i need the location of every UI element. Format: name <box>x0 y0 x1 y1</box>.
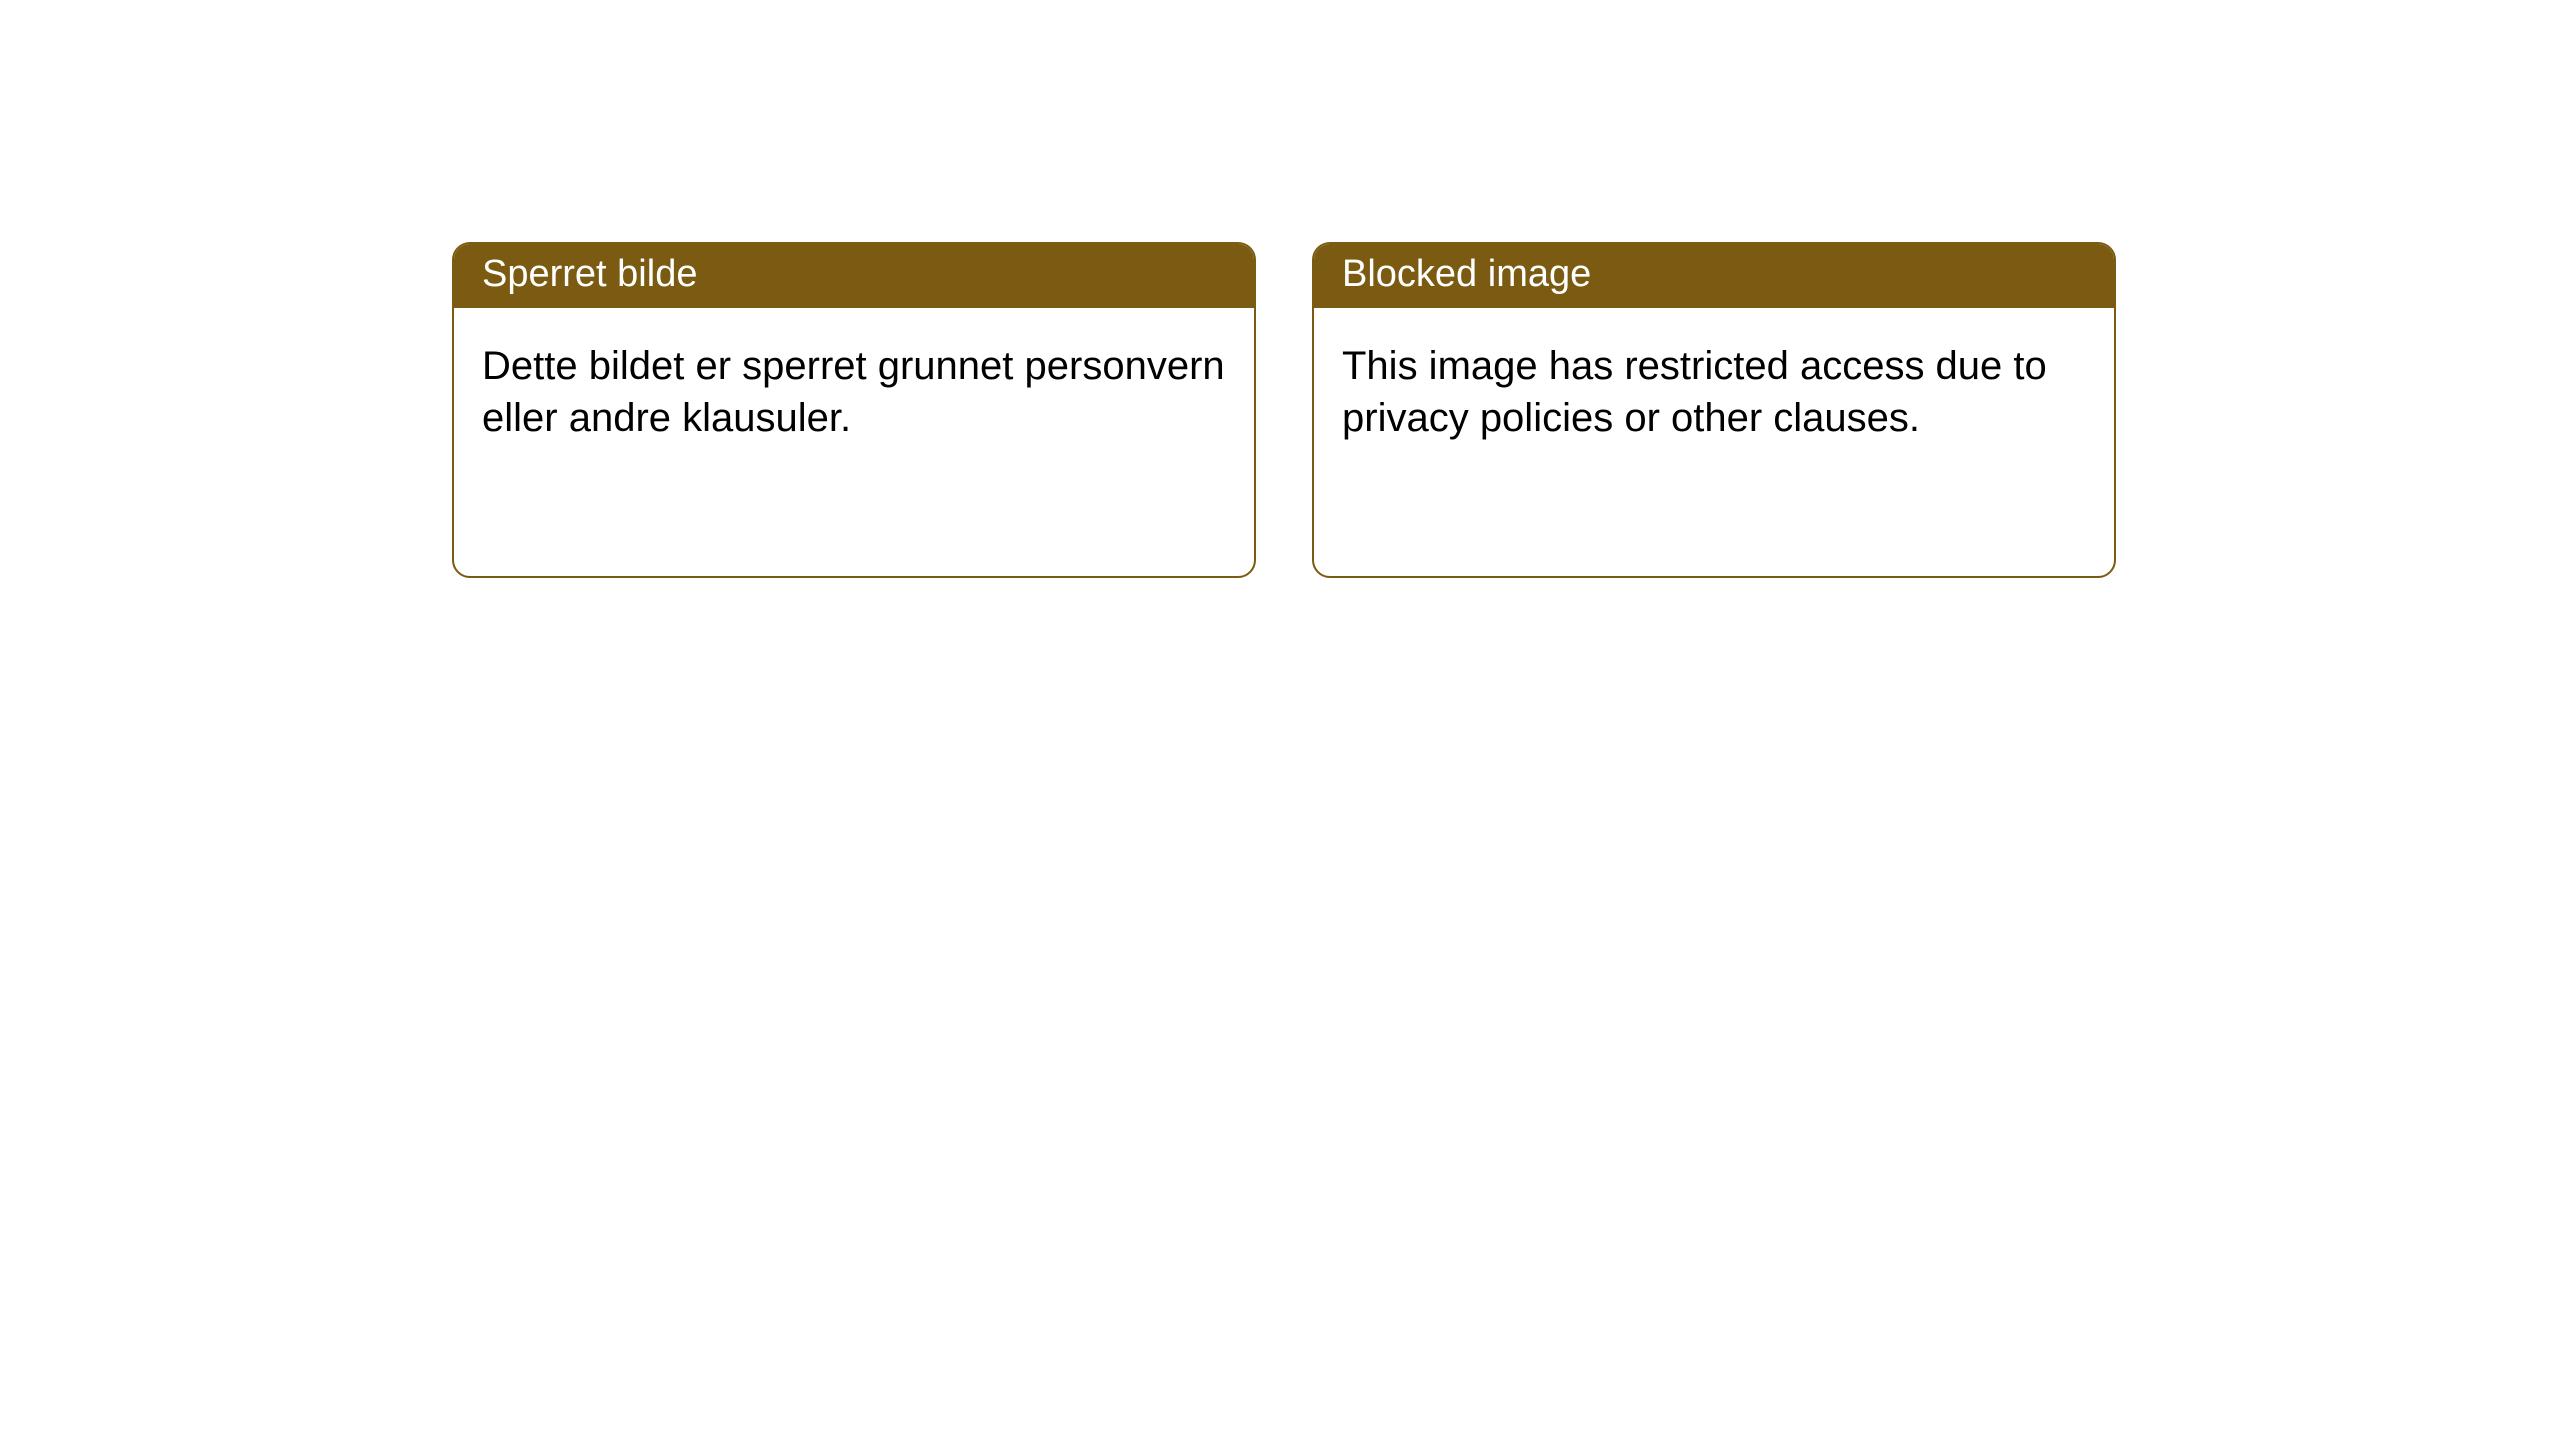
notice-body-no: Dette bildet er sperret grunnet personve… <box>454 308 1254 472</box>
notice-card-no: Sperret bilde Dette bildet er sperret gr… <box>452 242 1256 578</box>
notice-body-en: This image has restricted access due to … <box>1314 308 2114 472</box>
notice-title-no: Sperret bilde <box>454 244 1254 308</box>
notice-card-en: Blocked image This image has restricted … <box>1312 242 2116 578</box>
notice-container: Sperret bilde Dette bildet er sperret gr… <box>0 0 2560 578</box>
notice-title-en: Blocked image <box>1314 244 2114 308</box>
